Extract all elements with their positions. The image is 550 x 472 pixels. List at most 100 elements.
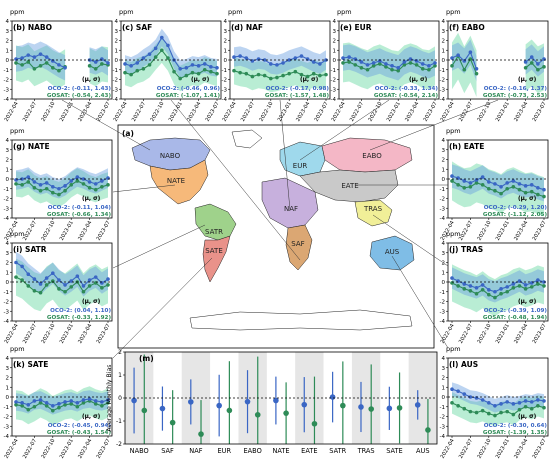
gosat-point xyxy=(93,66,98,71)
gosat-point xyxy=(20,183,24,187)
gosat-series-line xyxy=(124,49,218,80)
oco2-point xyxy=(14,400,18,404)
oco2-point xyxy=(44,55,49,59)
gosat-point xyxy=(51,190,55,195)
oco2-point xyxy=(32,399,37,403)
y-tick-label: -3 xyxy=(222,87,228,93)
category-label: NATE xyxy=(272,447,289,455)
map-panel-label: (a) xyxy=(122,129,134,138)
oco2-point xyxy=(38,398,43,402)
x-tick-label: 2023-01 xyxy=(59,220,75,242)
category-label: NAF xyxy=(189,447,202,455)
gosat-point xyxy=(505,289,510,294)
gosat-point xyxy=(462,67,467,72)
gosat-stats: GOSAT: (-0.33, 1.92) xyxy=(47,315,112,321)
gosat-point xyxy=(462,185,467,190)
gosat-uncertainty-band xyxy=(452,161,544,217)
y-tick-label: 2 xyxy=(442,158,446,164)
x-tick-label: 2023-07 xyxy=(532,101,548,123)
oco2-point xyxy=(384,62,388,66)
x-tick-label: 2022-10 xyxy=(149,101,165,123)
gosat-point xyxy=(462,287,467,291)
oco2-point xyxy=(26,175,31,179)
antarctica-outline xyxy=(189,309,413,331)
unit-label: ppm xyxy=(337,8,352,16)
oco2-point xyxy=(32,277,37,281)
gosat-point xyxy=(63,403,67,407)
gosat-point xyxy=(215,71,219,76)
oco2-point xyxy=(106,277,110,281)
stat-header: (μ, σ) xyxy=(518,77,537,83)
gosat-point xyxy=(202,67,207,72)
gosat-point xyxy=(87,284,92,288)
oco2-point xyxy=(287,58,292,62)
gosat-point xyxy=(341,61,345,65)
oco2-point xyxy=(63,283,67,287)
gosat-point xyxy=(44,283,49,287)
gosat-point xyxy=(517,187,522,192)
region-label: NAF xyxy=(284,205,298,213)
x-tick-label: 2023-07 xyxy=(314,101,330,123)
oco2-stats: OCO-2: (-0.17, 0.98) xyxy=(266,86,330,92)
oco2-mean-marker xyxy=(273,397,279,404)
oco2-point xyxy=(468,181,473,185)
gosat-point xyxy=(69,285,73,289)
gosat-point xyxy=(75,404,80,409)
gosat-point xyxy=(536,192,540,197)
oco2-point xyxy=(75,274,80,278)
gosat-point xyxy=(487,292,491,297)
gosat-stats: GOSAT: (-1.39, 1.35) xyxy=(483,430,548,436)
gosat-point xyxy=(100,286,104,290)
oco2-stats: OCO-2: (-0.11, 1.04) xyxy=(48,205,112,211)
y-tick-label: -1 xyxy=(440,68,445,74)
gosat-mean-marker xyxy=(254,411,261,418)
gosat-point xyxy=(100,185,104,189)
oco2-point xyxy=(529,400,534,404)
oco2-point xyxy=(63,400,67,404)
y-tick-label: 3 xyxy=(6,366,10,372)
gosat-point xyxy=(166,56,170,60)
panel-title: (f) EABO xyxy=(449,23,485,32)
gosat-point xyxy=(480,288,485,292)
x-tick-label: 2022-10 xyxy=(476,438,492,460)
oco2-point xyxy=(153,46,158,51)
gosat-point xyxy=(536,282,540,286)
x-tick-label: 2022-07 xyxy=(240,101,256,123)
gosat-series-line xyxy=(89,63,109,70)
unit-label: ppm xyxy=(10,345,25,353)
gosat-point xyxy=(44,403,49,408)
region-label: SATR xyxy=(205,228,223,236)
gosat-point xyxy=(480,408,485,413)
y-tick-label: 2 xyxy=(442,39,446,45)
y-tick-label: -4 xyxy=(222,97,228,103)
oco2-stats: OCO-2: (-0.29, 1.20) xyxy=(484,205,548,211)
x-tick-label: 2022-04 xyxy=(440,322,456,344)
gosat-point xyxy=(523,66,528,70)
panel-title: (b) NABO xyxy=(13,23,52,32)
gosat-stats: GOSAT: (-0.43, 1.54) xyxy=(47,430,112,436)
y-tick-label: 4 xyxy=(333,19,337,25)
y-tick-label: 2 xyxy=(118,349,122,356)
y-tick-label: -1 xyxy=(113,68,118,74)
y-tick-label: -2 xyxy=(222,78,227,84)
gosat-mean-marker xyxy=(169,419,176,426)
oco2-point xyxy=(81,398,86,402)
oco2-point xyxy=(311,60,316,64)
gosat-point xyxy=(135,68,140,73)
gosat-point xyxy=(517,407,522,412)
x-tick-label: 2023-01 xyxy=(495,101,511,123)
gosat-point xyxy=(129,72,133,77)
y-tick-label: -1 xyxy=(4,290,9,296)
x-tick-label: 2022-10 xyxy=(476,101,492,123)
gosat-point xyxy=(480,183,485,187)
gosat-point xyxy=(414,63,419,67)
oco2-uncertainty-band xyxy=(16,41,66,81)
gosat-point xyxy=(75,179,80,183)
y-tick-label: 3 xyxy=(442,251,446,257)
gosat-point xyxy=(536,67,540,72)
gosat-point xyxy=(57,405,61,410)
region-eur xyxy=(279,141,326,177)
